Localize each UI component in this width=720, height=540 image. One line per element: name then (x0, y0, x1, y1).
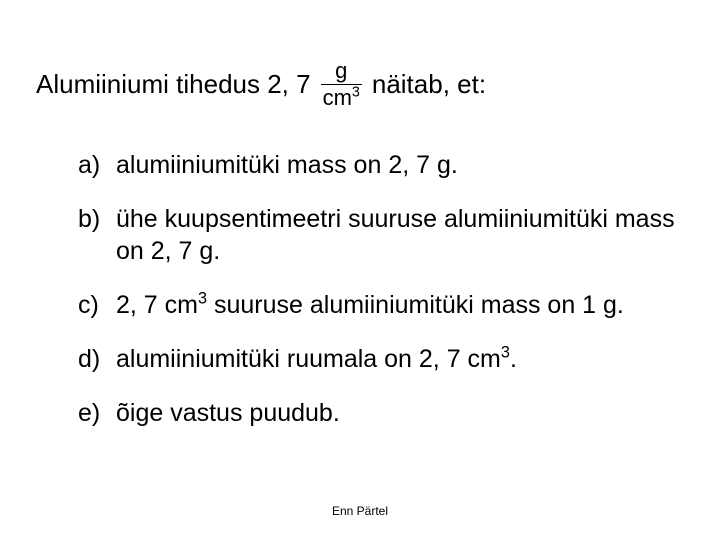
answer-options: a) alumiiniumitüki mass on 2, 7 g. b) üh… (78, 149, 684, 429)
option-a: a) alumiiniumitüki mass on 2, 7 g. (78, 149, 684, 181)
question-heading: Alumiiniumi tihedus 2, 7 g cm3 näitab, e… (36, 60, 684, 109)
option-e: e) õige vastus puudub. (78, 397, 684, 429)
option-marker: b) (78, 203, 116, 267)
slide: Alumiiniumi tihedus 2, 7 g cm3 näitab, e… (0, 0, 720, 540)
option-text: alumiiniumitüki ruumala on 2, 7 cm3. (116, 343, 684, 375)
fraction-denominator: cm3 (321, 84, 362, 109)
option-marker: c) (78, 289, 116, 321)
option-text: õige vastus puudub. (116, 397, 684, 429)
heading-after: näitab, et: (372, 69, 486, 100)
fraction-numerator: g (333, 60, 349, 84)
option-marker: e) (78, 397, 116, 429)
author-footer: Enn Pärtel (0, 504, 720, 518)
density-unit-fraction: g cm3 (321, 60, 362, 109)
option-text: ühe kuupsentimeetri suuruse alumiiniumit… (116, 203, 684, 267)
fraction-den-base: cm (323, 85, 352, 110)
option-marker: a) (78, 149, 116, 181)
option-d: d) alumiiniumitüki ruumala on 2, 7 cm3. (78, 343, 684, 375)
fraction-den-sup: 3 (352, 85, 360, 101)
heading-before: Alumiiniumi tihedus 2, 7 (36, 69, 311, 100)
option-b: b) ühe kuupsentimeetri suuruse alumiiniu… (78, 203, 684, 267)
option-text: 2, 7 cm3 suuruse alumiiniumitüki mass on… (116, 289, 684, 321)
option-marker: d) (78, 343, 116, 375)
option-text: alumiiniumitüki mass on 2, 7 g. (116, 149, 684, 181)
option-c: c) 2, 7 cm3 suuruse alumiiniumitüki mass… (78, 289, 684, 321)
